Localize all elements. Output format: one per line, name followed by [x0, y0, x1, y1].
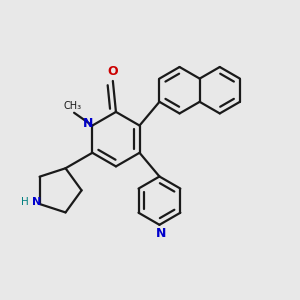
Text: N: N [82, 118, 93, 130]
Text: O: O [107, 64, 118, 78]
Text: H: H [21, 197, 29, 208]
Text: CH₃: CH₃ [64, 101, 82, 111]
Text: N: N [156, 227, 166, 240]
Text: N: N [32, 197, 41, 208]
